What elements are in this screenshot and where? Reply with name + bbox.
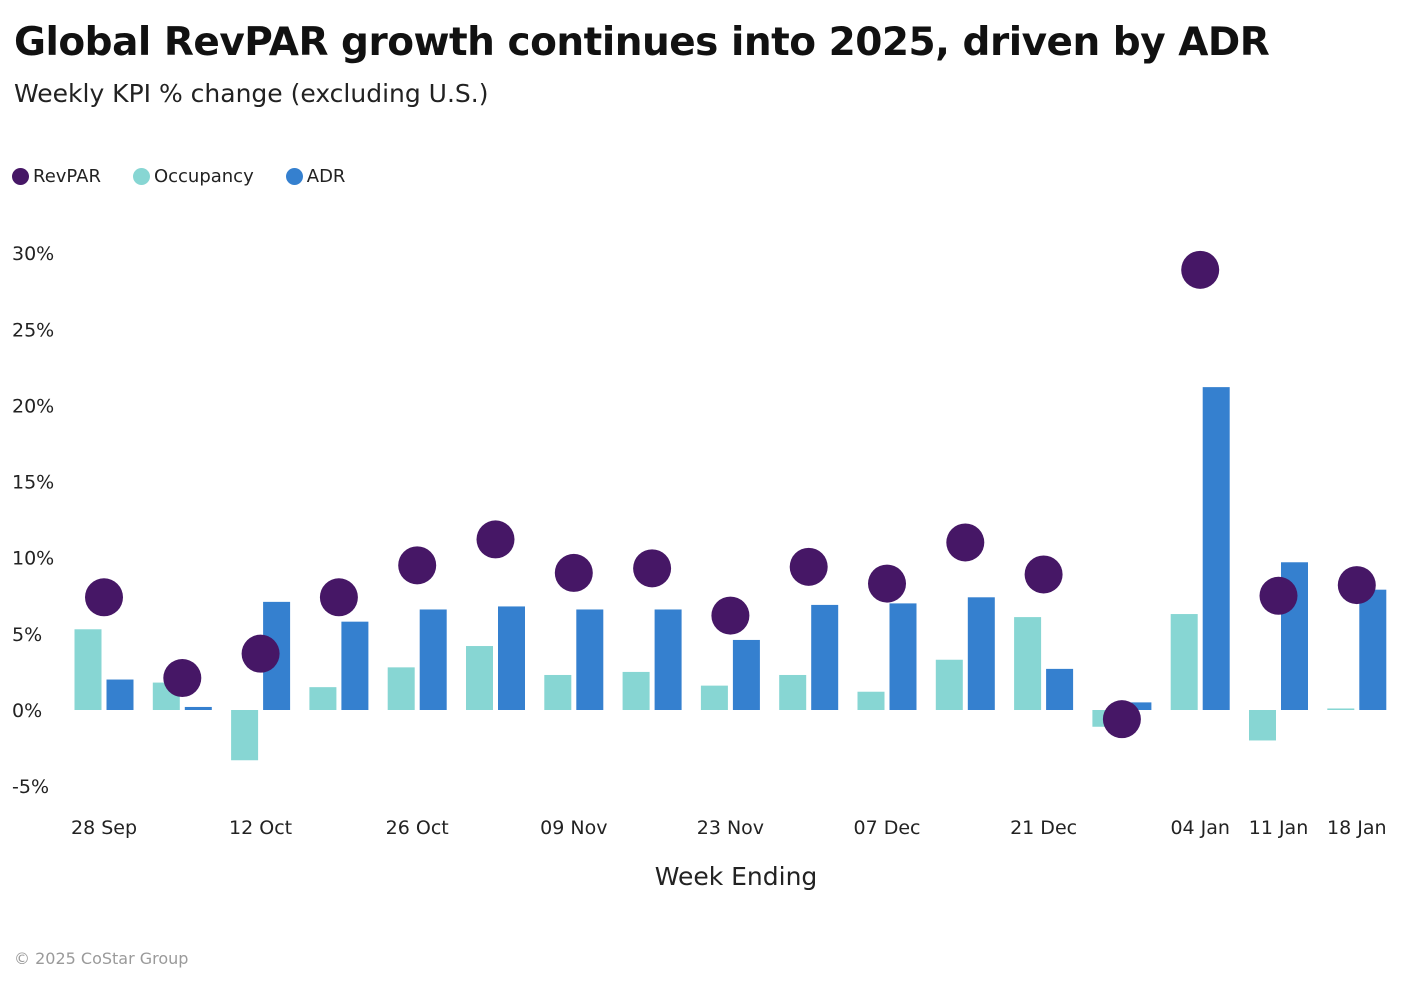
y-tick-label: 30% (12, 243, 54, 265)
adr-bar (889, 603, 917, 710)
adr-bar (967, 597, 995, 710)
revpar-point (85, 578, 123, 617)
copyright-footer: © 2025 CoStar Group (14, 949, 189, 968)
adr-bar (419, 609, 447, 710)
legend-swatch-revpar (12, 168, 29, 185)
chart-legend: RevPAR Occupancy ADR (12, 166, 377, 187)
legend-label-revpar: RevPAR (33, 166, 101, 187)
revpar-point (398, 546, 437, 585)
revpar-point (868, 564, 906, 603)
x-tick-label: 09 Nov (540, 817, 607, 839)
x-tick-label: 11 Jan (1249, 817, 1309, 839)
adr-bar (341, 621, 369, 710)
occupancy-bar (779, 674, 807, 710)
occupancy-bar (700, 685, 728, 710)
y-tick-label: 25% (12, 319, 54, 341)
y-axis: -5% 0% 5% 10% 15% 20% 25% 30% (12, 243, 54, 798)
revpar-point (1102, 700, 1141, 739)
x-tick-label: 23 Nov (697, 817, 764, 839)
occupancy-bar (74, 629, 102, 710)
y-tick-label: -5% (12, 776, 49, 798)
legend-item-adr: ADR (285, 166, 346, 187)
x-axis-title: Week Ending (655, 862, 818, 891)
x-tick-label: 26 Oct (386, 817, 449, 839)
revpar-series (85, 250, 1376, 739)
adr-bar (106, 679, 134, 710)
chart-subtitle: Weekly KPI % change (excluding U.S.) (14, 79, 489, 108)
y-tick-label: 20% (12, 395, 54, 417)
chart-title: Global RevPAR growth continues into 2025… (14, 20, 1270, 65)
x-tick-label: 21 Dec (1010, 817, 1077, 839)
x-axis: 28 Sep 12 Oct 26 Oct 09 Nov 23 Nov 07 Dec 21 D… (71, 817, 1387, 839)
y-tick-label: 15% (12, 472, 54, 494)
legend-swatch-adr (285, 168, 303, 185)
adr-bar (1046, 668, 1074, 710)
adr-bar (732, 639, 760, 710)
legend-swatch-occupancy (132, 168, 150, 185)
adr-bar (1202, 387, 1230, 710)
occupancy-bar (622, 671, 650, 710)
revpar-point (163, 659, 202, 698)
revpar-point (711, 596, 750, 635)
revpar-point (1259, 576, 1298, 615)
occupancy-bar (1170, 614, 1198, 710)
adr-bar (498, 606, 525, 710)
x-tick-label: 28 Sep (71, 817, 137, 839)
occupancy-bar (857, 691, 885, 710)
adr-bar (811, 604, 839, 710)
occupancy-bar (466, 646, 493, 710)
x-tick-label: 12 Oct (229, 817, 292, 839)
occupancy-bar (1327, 708, 1355, 710)
y-tick-label: 0% (12, 700, 42, 722)
occupancy-bar (935, 659, 963, 710)
revpar-point (1337, 566, 1376, 605)
occupancy-bar (1014, 617, 1042, 710)
adr-bar (576, 609, 604, 710)
y-tick-label: 5% (12, 624, 42, 646)
legend-label-adr: ADR (306, 166, 346, 187)
legend-item-revpar: RevPAR (12, 166, 101, 187)
revpar-point (554, 553, 593, 592)
legend-label-occupancy: Occupancy (153, 166, 254, 187)
revpar-point (241, 634, 280, 673)
occupancy-bar (231, 710, 259, 761)
revpar-point (476, 520, 515, 559)
revpar-point (789, 547, 828, 586)
adr-bar (184, 706, 212, 710)
adr-bar (654, 609, 682, 710)
revpar-point (946, 523, 985, 562)
adr-bar (1124, 702, 1152, 710)
x-tick-label: 07 Dec (854, 817, 921, 839)
legend-item-occupancy: Occupancy (132, 166, 254, 187)
occupancy-bar (544, 674, 572, 710)
revpar-point (633, 549, 672, 588)
x-tick-label: 04 Jan (1170, 817, 1230, 839)
occupancy-bar (387, 667, 415, 710)
revpar-point (1024, 555, 1063, 594)
y-tick-label: 10% (12, 548, 54, 570)
adr-bar (1359, 589, 1387, 710)
x-tick-label: 18 Jan (1327, 817, 1387, 839)
occupancy-bar (309, 687, 337, 710)
revpar-point (1181, 250, 1220, 289)
bar-series (74, 387, 1387, 761)
occupancy-bar (1249, 710, 1276, 741)
revpar-point (319, 578, 358, 617)
